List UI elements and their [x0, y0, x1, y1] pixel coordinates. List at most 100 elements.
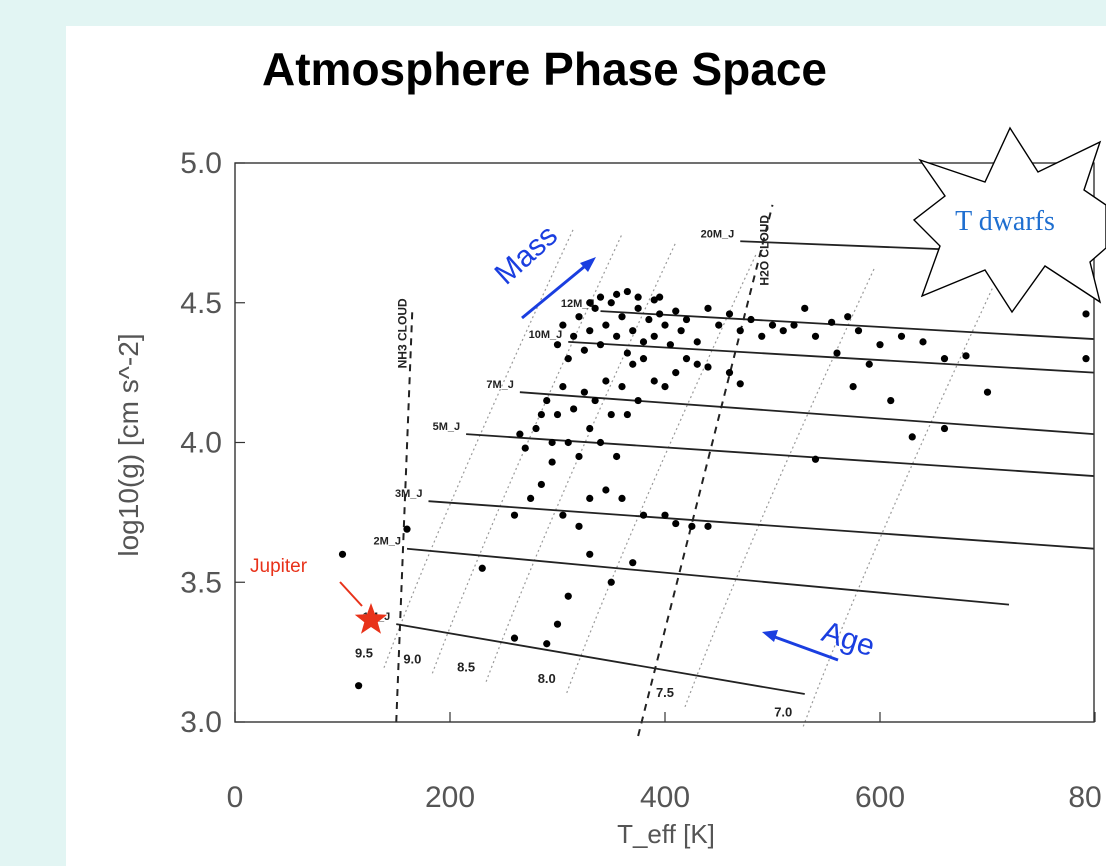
data-point: [639, 355, 648, 363]
data-point: [693, 360, 701, 368]
data-point: [634, 304, 642, 312]
y-axis-label: log10(g) [cm s^-2]: [113, 333, 144, 556]
mass-track-line: [428, 500, 1095, 550]
data-point: [596, 293, 605, 301]
mass-label: Mass: [489, 219, 564, 291]
x-tick-label: 80: [1068, 781, 1101, 814]
data-point: [586, 494, 594, 502]
data-point: [688, 522, 696, 530]
isochrone-guide: [431, 233, 623, 674]
cloud-label: NH3 CLOUD: [395, 298, 409, 368]
data-point: [639, 511, 648, 519]
data-point: [661, 383, 669, 391]
data-point: [355, 682, 363, 690]
data-point: [876, 341, 884, 349]
data-point: [672, 519, 680, 528]
age-annotation: Age: [762, 615, 879, 663]
mass-arrow: [521, 260, 591, 320]
cloud-line: [637, 204, 774, 737]
age-arrowhead: [762, 630, 778, 642]
mass-track-line: [519, 391, 1095, 436]
data-point: [940, 355, 949, 363]
data-point: [672, 307, 680, 315]
data-point: [682, 355, 691, 363]
mass-track-line: [406, 547, 1010, 606]
data-point: [639, 338, 648, 346]
x-tick-label: 0: [227, 781, 244, 814]
data-point: [725, 369, 734, 377]
mass-track-label: 7M_J: [486, 379, 514, 391]
data-point: [833, 349, 841, 357]
data-point: [704, 304, 712, 312]
data-point: [666, 341, 674, 349]
data-point: [725, 310, 734, 318]
data-point: [629, 327, 637, 335]
data-point: [521, 444, 529, 452]
data-point: [656, 310, 664, 318]
cloud-label: H2O CLOUD: [758, 215, 772, 286]
mass-track-label: 20M_J: [701, 228, 735, 240]
age-arrow: [771, 634, 839, 662]
data-point: [559, 511, 567, 519]
data-point: [661, 511, 669, 519]
data-point: [618, 494, 626, 502]
isochrone-label: 8.0: [538, 671, 556, 686]
data-point: [580, 346, 588, 354]
data-point: [602, 377, 610, 385]
data-point: [602, 321, 610, 329]
data-point: [623, 410, 631, 419]
y-tick-label: 3.5: [180, 566, 222, 599]
mass-track-label: 3M_J: [395, 488, 423, 500]
data-point: [553, 620, 562, 628]
data-point: [849, 383, 857, 391]
mass-arrowhead: [580, 257, 596, 272]
data-point: [650, 377, 658, 385]
y-tick-label: 4.5: [180, 287, 222, 320]
data-point: [661, 321, 669, 329]
data-point: [715, 321, 723, 329]
data-point: [768, 321, 777, 329]
data-point: [607, 578, 615, 586]
t-dwarfs-label: T dwarfs: [955, 206, 1055, 237]
data-point: [548, 458, 556, 466]
y-tick-label: 3.0: [180, 706, 222, 739]
chart-guides: [383, 227, 994, 727]
data-point: [634, 396, 642, 405]
data-point: [629, 559, 637, 567]
data-point: [736, 380, 744, 388]
data-point: [919, 338, 927, 346]
t-dwarfs-starburst: [912, 126, 1106, 314]
x-tick-label: 400: [640, 781, 690, 814]
data-point: [607, 299, 615, 307]
data-point: [586, 327, 594, 335]
data-point: [940, 424, 949, 433]
data-point: [811, 455, 820, 463]
jupiter-pointer: [339, 581, 363, 607]
data-point: [677, 327, 685, 335]
data-point: [645, 315, 653, 324]
data-point: [704, 363, 712, 371]
data-point: [613, 452, 621, 461]
data-point: [537, 480, 545, 489]
data-point: [865, 360, 873, 368]
data-point: [510, 511, 519, 519]
cloud-lines: NH3 CLOUD H2O CLOUD: [395, 204, 774, 737]
y-tick-label: 4.0: [180, 427, 222, 460]
data-point: [672, 369, 680, 377]
mass-track-line: [568, 340, 1095, 374]
t-dwarfs-callout: T dwarfs: [912, 126, 1106, 314]
isochrone-guide: [485, 241, 677, 682]
isochrone-label: 9.0: [403, 651, 421, 666]
data-point: [854, 327, 863, 335]
data-point: [527, 494, 535, 502]
data-point: [811, 332, 820, 340]
data-point: [570, 405, 578, 413]
data-point: [575, 313, 583, 321]
data-point: [553, 341, 562, 349]
data-point: [634, 293, 642, 301]
data-point: [510, 634, 519, 642]
jupiter-label: Jupiter: [250, 556, 308, 577]
isochrone-guide: [684, 266, 876, 708]
isochrone-label: 7.5: [656, 685, 674, 700]
